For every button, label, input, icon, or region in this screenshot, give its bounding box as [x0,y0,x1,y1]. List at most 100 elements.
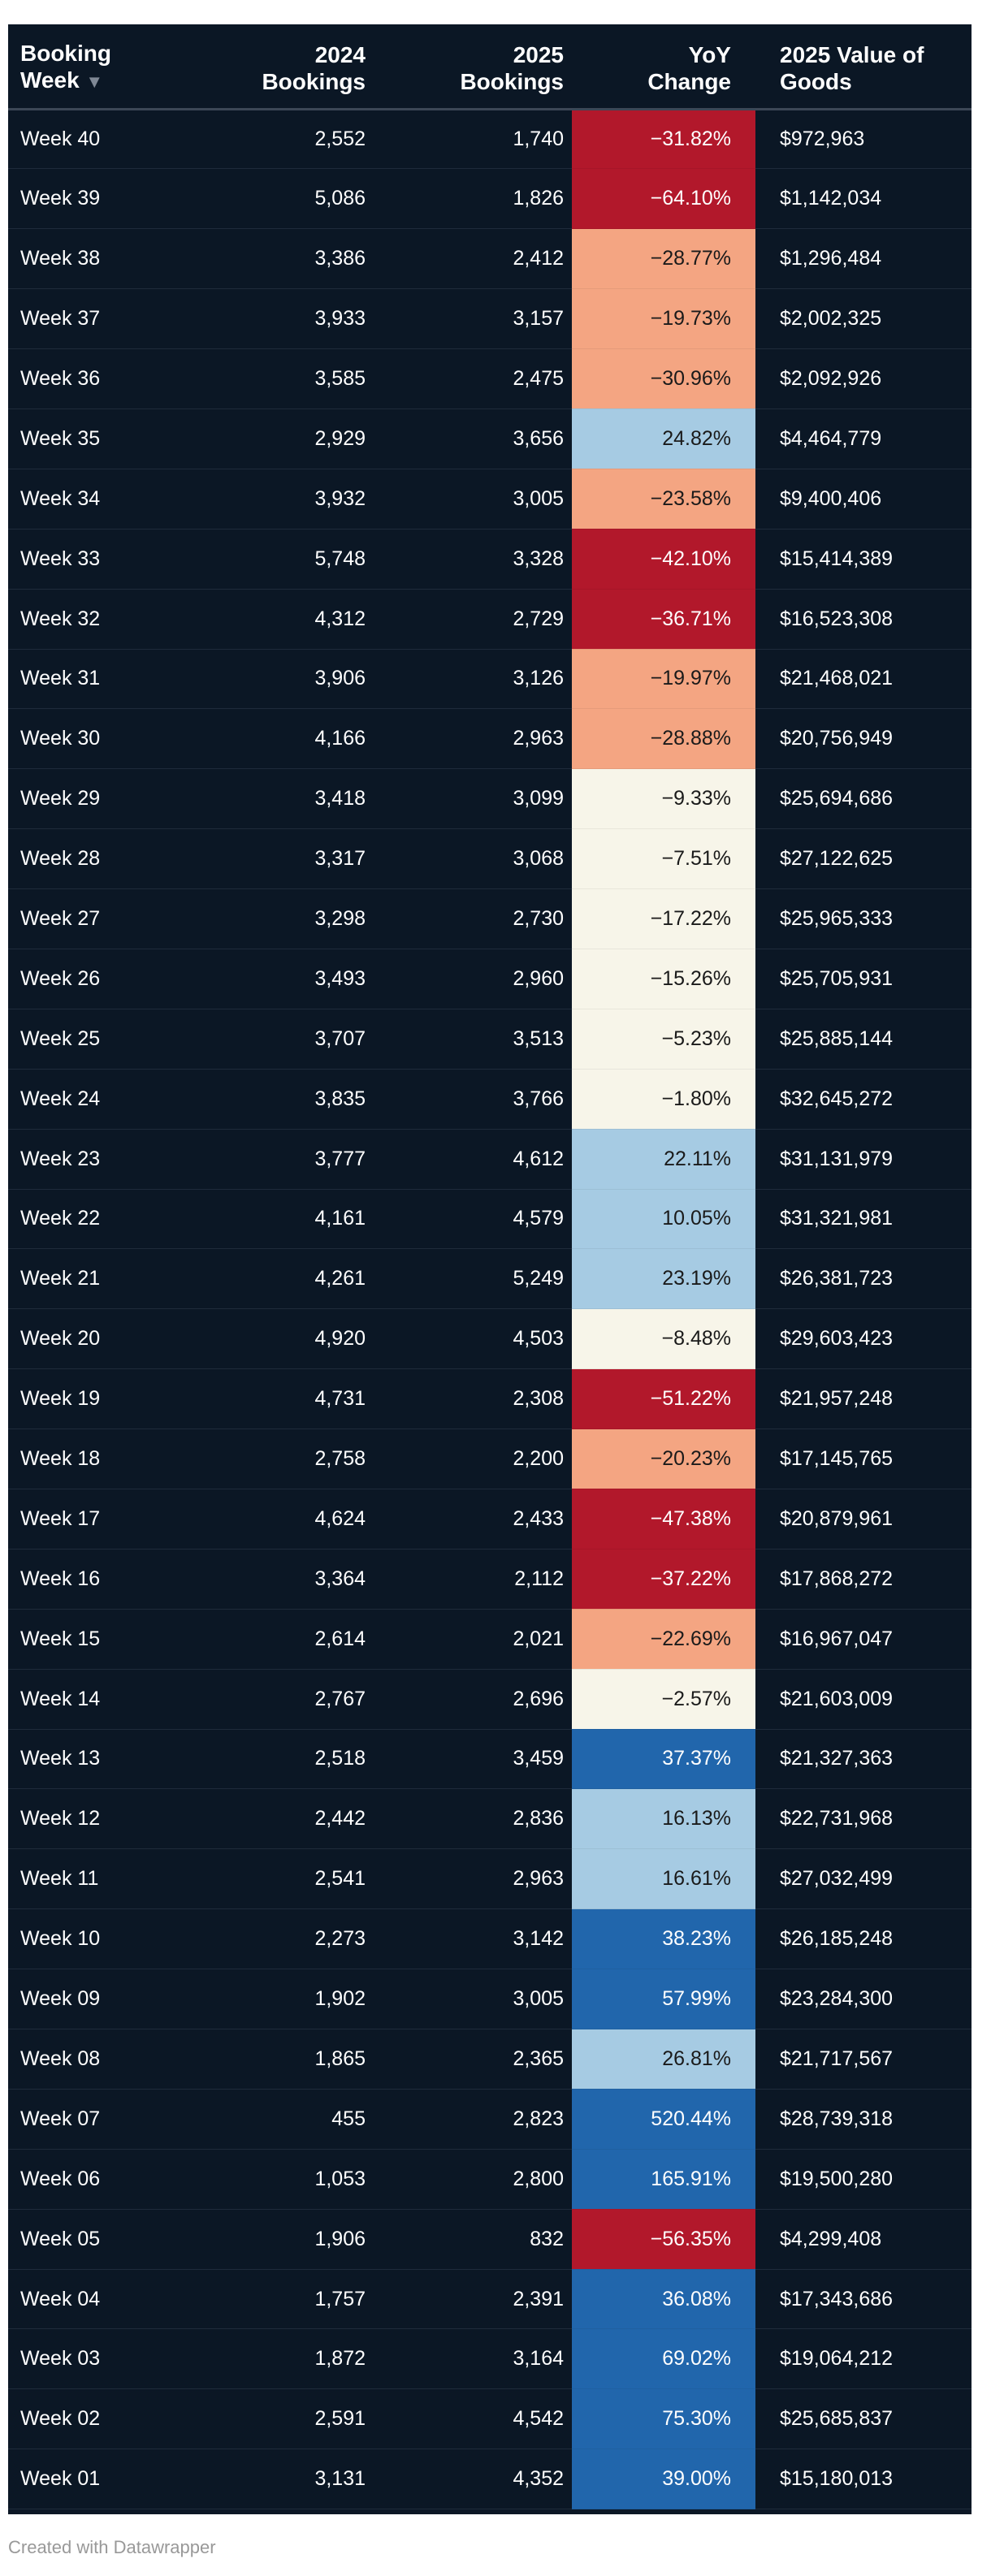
week-cell: Week 04 [8,2269,203,2330]
bookings-2025-cell: 3,157 [369,288,572,350]
table-row: Week 21 4,261 5,249 23.19% $26,381,723 [8,1248,972,1310]
value-of-goods-cell: $19,064,212 [755,2328,972,2390]
column-header-2025-value-of-goods[interactable]: 2025 Value of Goods [755,24,972,110]
table-row: Week 20 4,920 4,503 −8.48% $29,603,423 [8,1308,972,1370]
yoy-change-cell: −5.23% [572,1009,755,1070]
value-of-goods-cell: $21,468,021 [755,649,972,710]
bookings-2024-cell: 1,053 [203,2149,369,2210]
value-of-goods-cell: $17,145,765 [755,1428,972,1489]
bookings-2025-cell: 4,612 [369,1129,572,1190]
week-cell: Week 22 [8,1189,203,1250]
bookings-2024-cell: 3,131 [203,2448,369,2510]
week-cell: Week 24 [8,1069,203,1130]
column-header-2025-bookings[interactable]: 2025 Bookings [369,24,572,110]
yoy-change-cell: 75.30% [572,2388,755,2450]
week-cell: Week 25 [8,1009,203,1070]
table-row: Week 14 2,767 2,696 −2.57% $21,603,009 [8,1669,972,1730]
yoy-change-cell: 16.13% [572,1788,755,1850]
table-row: Week 31 3,906 3,126 −19.97% $21,468,021 [8,649,972,710]
week-cell: Week 17 [8,1489,203,1549]
bookings-2024-cell: 3,317 [203,828,369,890]
column-header-line2: Bookings [460,68,564,94]
bookings-2024-cell: 3,298 [203,888,369,949]
value-of-goods-cell: $25,965,333 [755,888,972,949]
week-cell: Week 19 [8,1368,203,1430]
bookings-2025-cell: 3,099 [369,768,572,830]
yoy-change-cell: 39.00% [572,2448,755,2510]
yoy-change-cell: −28.77% [572,228,755,290]
table-row: Week 17 4,624 2,433 −47.38% $20,879,961 [8,1489,972,1549]
week-cell: Week 06 [8,2149,203,2210]
column-header-booking-week[interactable]: Booking Week ▼ [8,24,203,110]
bookings-2025-cell: 5,249 [369,1248,572,1310]
value-of-goods-cell: $25,694,686 [755,768,972,830]
week-cell: Week 21 [8,1248,203,1310]
table-row: Week 24 3,835 3,766 −1.80% $32,645,272 [8,1069,972,1130]
bookings-2024-cell: 2,273 [203,1908,369,1970]
table-row: Week 08 1,865 2,365 26.81% $21,717,567 [8,2029,972,2090]
table-row: Week 11 2,541 2,963 16.61% $27,032,499 [8,1848,972,1910]
value-of-goods-cell: $31,321,981 [755,1189,972,1250]
value-of-goods-cell: $27,122,625 [755,828,972,890]
week-cell: Week 12 [8,1788,203,1850]
column-header-line2: Goods [780,68,852,94]
table-row: Week 13 2,518 3,459 37.37% $21,327,363 [8,1729,972,1790]
table-row: Week 09 1,902 3,005 57.99% $23,284,300 [8,1969,972,2029]
week-cell: Week 33 [8,529,203,590]
week-cell: Week 29 [8,768,203,830]
week-cell: Week 10 [8,1908,203,1970]
yoy-change-cell: −47.38% [572,1489,755,1549]
yoy-change-cell: −31.82% [572,109,755,170]
bookings-2025-cell: 4,579 [369,1189,572,1250]
bookings-2025-cell: 2,308 [369,1368,572,1430]
yoy-change-cell: 23.19% [572,1248,755,1310]
bookings-2024-cell: 5,748 [203,529,369,590]
bookings-2024-cell: 3,418 [203,768,369,830]
bookings-2025-cell: 2,963 [369,708,572,770]
bookings-2024-cell: 3,933 [203,288,369,350]
table-row: Week 04 1,757 2,391 36.08% $17,343,686 [8,2269,972,2330]
yoy-change-cell: −7.51% [572,828,755,890]
bookings-2025-cell: 2,391 [369,2269,572,2330]
yoy-change-cell: −51.22% [572,1368,755,1430]
table-row: Week 02 2,591 4,542 75.30% $25,685,837 [8,2388,972,2450]
bookings-2024-cell: 2,767 [203,1669,369,1730]
bookings-2025-cell: 4,503 [369,1308,572,1370]
week-cell: Week 31 [8,649,203,710]
bookings-2025-cell: 2,823 [369,2089,572,2150]
yoy-change-cell: −15.26% [572,949,755,1009]
bookings-2024-cell: 4,166 [203,708,369,770]
yoy-change-cell: 38.23% [572,1908,755,1970]
bookings-table-chart: Booking Week ▼ 2024 Bookings 2025 Bookin… [8,24,972,2514]
bookings-2024-cell: 3,906 [203,649,369,710]
bookings-2024-cell: 3,707 [203,1009,369,1070]
table-row: Week 22 4,161 4,579 10.05% $31,321,981 [8,1189,972,1250]
value-of-goods-cell: $23,284,300 [755,1969,972,2029]
table-body: Week 40 2,552 1,740 −31.82% $972,963 Week 39 5… [8,109,972,2510]
bookings-2025-cell: 3,328 [369,529,572,590]
column-header-line2: Change [647,68,731,94]
yoy-change-cell: 520.44% [572,2089,755,2150]
sort-descending-icon[interactable]: ▼ [85,71,104,92]
week-cell: Week 16 [8,1549,203,1610]
week-cell: Week 05 [8,2209,203,2270]
bookings-2025-cell: 3,766 [369,1069,572,1130]
bookings-2024-cell: 3,386 [203,228,369,290]
yoy-change-cell: 22.11% [572,1129,755,1190]
week-cell: Week 18 [8,1428,203,1489]
table-row: Week 30 4,166 2,963 −28.88% $20,756,949 [8,708,972,770]
bookings-2025-cell: 2,729 [369,589,572,650]
column-header-yoy-change[interactable]: YoY Change [572,24,755,110]
week-cell: Week 32 [8,589,203,650]
bookings-2024-cell: 3,493 [203,949,369,1009]
bookings-2024-cell: 3,585 [203,348,369,409]
week-cell: Week 23 [8,1129,203,1190]
column-header-2024-bookings[interactable]: 2024 Bookings [203,24,369,110]
table-row: Week 12 2,442 2,836 16.13% $22,731,968 [8,1788,972,1850]
yoy-change-cell: −8.48% [572,1308,755,1370]
week-cell: Week 11 [8,1848,203,1910]
yoy-change-cell: 69.02% [572,2328,755,2390]
yoy-change-cell: −36.71% [572,589,755,650]
table-row: Week 03 1,872 3,164 69.02% $19,064,212 [8,2328,972,2390]
week-cell: Week 01 [8,2448,203,2510]
